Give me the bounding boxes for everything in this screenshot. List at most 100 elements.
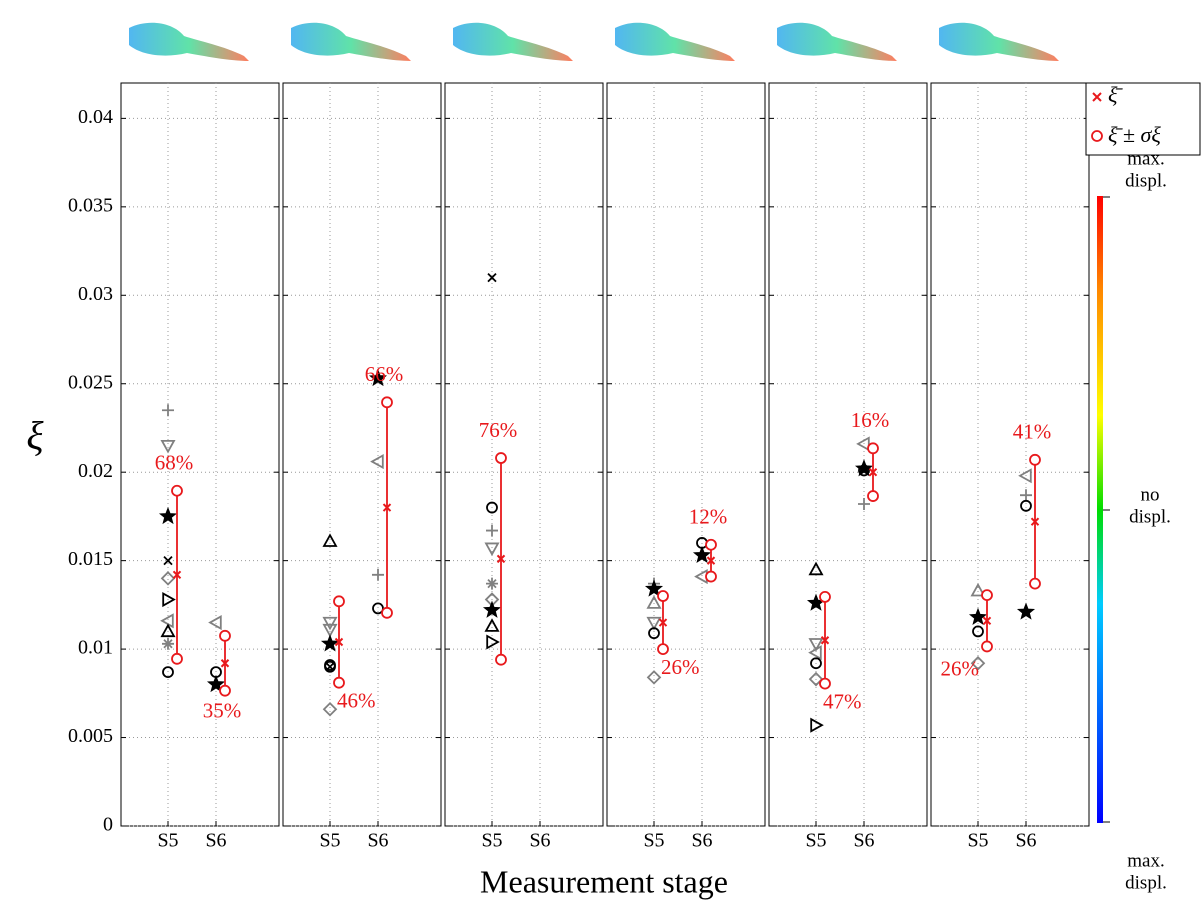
- marker: [858, 464, 870, 477]
- error-lower: [657, 643, 669, 655]
- x-tick-label: S6: [529, 830, 550, 852]
- mean-marker: [658, 618, 668, 627]
- marker: [484, 618, 500, 632]
- error-lower: [219, 684, 231, 697]
- x-tick-label: S6: [853, 830, 874, 852]
- marker: [160, 623, 176, 638]
- shape-thumbnail: [939, 22, 1059, 61]
- error-upper: [657, 590, 669, 602]
- marker: [368, 368, 388, 387]
- error-lower: [381, 606, 393, 619]
- marker: [322, 623, 338, 638]
- marker: [372, 602, 384, 615]
- marker: [856, 436, 870, 452]
- value-label: 26%: [661, 655, 700, 679]
- x-tick-label: S5: [805, 830, 826, 852]
- mean-marker: [706, 556, 716, 565]
- marker: [1016, 602, 1036, 620]
- legend-label: ξ̄ ± σξ: [1108, 122, 1161, 147]
- marker: [1020, 499, 1032, 512]
- marker: [810, 657, 822, 670]
- x-tick-label: S5: [643, 830, 664, 852]
- y-tick-label: 0: [103, 814, 113, 836]
- panel-frame: [930, 82, 1090, 827]
- x-tick-label: S5: [481, 830, 502, 852]
- marker: [646, 616, 662, 631]
- marker: [158, 506, 178, 525]
- shape-thumbnail: [777, 22, 897, 61]
- value-label: 68%: [155, 451, 194, 475]
- error-upper: [171, 484, 183, 497]
- shape-thumbnail: [129, 22, 249, 61]
- mean-marker: [868, 467, 878, 477]
- shape-thumbnail: [453, 22, 573, 61]
- marker: [692, 545, 712, 564]
- mean-marker: [334, 637, 344, 647]
- panel-frame: [120, 82, 280, 827]
- y-tick-label: 0.02: [78, 460, 113, 482]
- mean-marker: [496, 554, 506, 564]
- panel-frame: [768, 82, 928, 827]
- colorbar-label: no: [1141, 484, 1160, 505]
- panel-frame: [444, 82, 604, 827]
- marker: [322, 533, 338, 547]
- value-label: 12%: [689, 505, 728, 529]
- marker: [486, 577, 498, 590]
- error-lower: [867, 490, 879, 502]
- y-tick-label: 0.005: [68, 725, 113, 747]
- error-lower: [819, 677, 831, 690]
- marker: [208, 615, 222, 631]
- panel-frame: [606, 82, 766, 827]
- colorbar-label: displ.: [1129, 506, 1171, 527]
- error-lower: [1029, 577, 1041, 590]
- value-label: 47%: [823, 689, 862, 713]
- marker: [808, 638, 824, 652]
- x-tick-label: S6: [367, 830, 388, 852]
- error-upper: [819, 591, 831, 603]
- marker: [487, 272, 497, 283]
- legend-box: [1085, 82, 1201, 156]
- error-upper: [495, 452, 507, 464]
- y-tick-label: 0.01: [78, 637, 113, 659]
- mean-marker: [820, 636, 830, 645]
- x-tick-label: S5: [319, 830, 340, 852]
- marker: [854, 459, 874, 477]
- value-label: 16%: [851, 408, 890, 432]
- x-tick-label: S6: [1015, 830, 1036, 852]
- mean-marker: [1030, 517, 1040, 526]
- shape-thumbnail: [291, 22, 411, 61]
- marker: [162, 637, 174, 650]
- marker: [972, 625, 984, 638]
- error-lower: [495, 653, 507, 666]
- error-upper: [381, 396, 393, 409]
- marker: [970, 582, 986, 597]
- colorbar-label: displ.: [1125, 872, 1167, 893]
- marker: [808, 645, 822, 661]
- error-upper: [705, 538, 717, 551]
- y-tick-label: 0.035: [68, 194, 113, 216]
- marker: [486, 524, 498, 537]
- marker: [808, 561, 824, 576]
- marker: [808, 671, 824, 687]
- marker: [370, 454, 384, 470]
- colorbar-label: max.: [1127, 148, 1164, 169]
- colorbar-label: max.: [1127, 850, 1164, 871]
- marker: [322, 616, 338, 631]
- marker: [646, 670, 662, 685]
- marker: [968, 607, 988, 625]
- x-tick-label: S5: [157, 830, 178, 852]
- marker: [486, 634, 500, 650]
- mean-marker: [382, 503, 392, 512]
- error-upper: [219, 629, 231, 642]
- marker: [486, 501, 498, 514]
- x-axis-label: Measurement stage: [480, 863, 728, 899]
- marker: [970, 655, 986, 671]
- y-axis-label: ξ: [26, 413, 44, 458]
- marker: [320, 634, 340, 652]
- error-upper: [333, 595, 345, 608]
- colorbar-label: displ.: [1125, 170, 1167, 191]
- y-tick-label: 0.03: [78, 283, 113, 305]
- error-lower: [705, 570, 717, 583]
- error-upper: [1029, 453, 1041, 466]
